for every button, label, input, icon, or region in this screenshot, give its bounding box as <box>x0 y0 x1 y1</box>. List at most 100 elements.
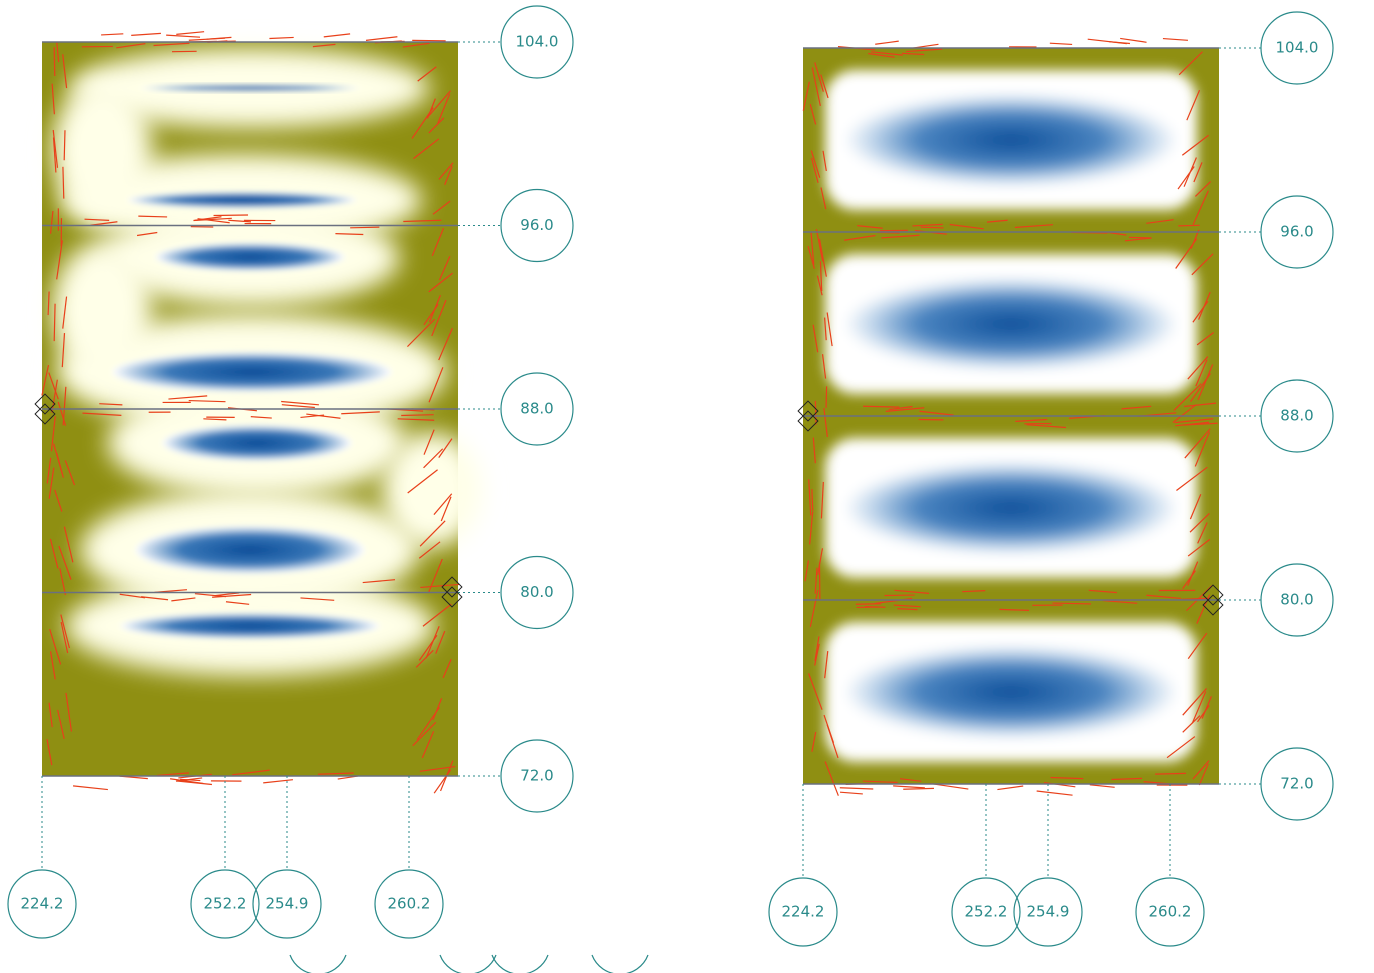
vector <box>821 354 827 379</box>
contour-core <box>843 645 1179 739</box>
vector <box>119 593 146 599</box>
vector <box>312 43 336 48</box>
vector <box>810 231 815 265</box>
vector <box>1128 236 1152 239</box>
vector <box>433 493 453 516</box>
vector <box>48 467 55 499</box>
grid-column-label: 224.2 <box>21 895 64 913</box>
grid-row-label: 96.0 <box>1280 223 1313 241</box>
vector <box>62 296 68 329</box>
vector <box>1192 760 1210 780</box>
vector <box>101 33 124 36</box>
vector <box>65 692 73 732</box>
vector <box>1089 784 1115 788</box>
vector <box>431 227 445 257</box>
vector <box>188 399 226 403</box>
vector <box>811 489 814 511</box>
vector <box>885 407 925 412</box>
vector <box>428 367 444 403</box>
vector <box>60 614 70 649</box>
grid-column-label: 252.2 <box>204 895 247 913</box>
vector <box>1184 428 1211 459</box>
vector <box>341 411 380 415</box>
panel: 104.0 96.0 88.0 80.0 72.0 224.2 252.2 254.9 260.… <box>7 5 574 939</box>
vector <box>1197 364 1214 401</box>
vector <box>51 379 58 413</box>
vector <box>893 604 921 608</box>
vector <box>431 299 447 337</box>
contour-core <box>112 352 392 392</box>
vector <box>902 52 925 56</box>
vector <box>807 245 815 269</box>
bubble-edge <box>491 954 549 973</box>
vector <box>90 221 118 226</box>
grid-bubble <box>1260 747 1334 821</box>
vector <box>269 36 294 40</box>
vector <box>138 215 168 218</box>
vector <box>62 54 68 89</box>
vector <box>53 443 64 478</box>
vector <box>141 596 169 601</box>
vector <box>62 166 65 199</box>
vector <box>440 496 452 522</box>
contour-core <box>843 461 1179 555</box>
vector <box>63 526 74 563</box>
vector <box>1146 594 1182 600</box>
vector <box>300 597 335 601</box>
vector <box>1187 356 1209 380</box>
vector <box>214 592 240 597</box>
grid-bubble <box>951 877 1021 947</box>
vector <box>60 621 69 654</box>
vector <box>421 731 435 759</box>
vector <box>402 42 430 48</box>
vector <box>1036 790 1073 796</box>
grid-column-label: 252.2 <box>965 903 1008 921</box>
vector <box>365 36 398 41</box>
vector <box>839 787 874 790</box>
vector <box>1197 522 1208 544</box>
contour-layer: 104.0 96.0 88.0 80.0 72.0 224.2 252.2 254.9 260.… <box>7 5 1334 947</box>
vector <box>1194 181 1212 197</box>
vector <box>47 291 50 316</box>
vector <box>899 778 922 782</box>
contour-core <box>843 277 1179 371</box>
vector <box>1190 229 1200 249</box>
vector <box>1178 51 1203 76</box>
vector <box>193 217 232 222</box>
vector <box>1121 405 1152 410</box>
vector <box>912 223 943 227</box>
vector <box>818 238 827 277</box>
vector <box>817 548 824 575</box>
vector <box>428 558 443 593</box>
vector <box>99 403 123 406</box>
vector <box>335 233 364 236</box>
vector <box>871 51 904 56</box>
vector <box>1189 494 1202 520</box>
vector <box>1191 691 1207 724</box>
vector <box>156 772 189 777</box>
contour-core <box>140 85 360 91</box>
grid-column-label: 254.9 <box>266 895 309 913</box>
vector <box>57 709 65 739</box>
grid-row-label: 104.0 <box>516 33 559 51</box>
vector <box>232 769 270 776</box>
vector <box>62 386 67 426</box>
vector <box>1184 402 1217 408</box>
vector <box>52 129 59 168</box>
vector <box>920 226 944 229</box>
grid-bubble <box>500 188 574 263</box>
grid-bubble <box>500 555 574 630</box>
vector <box>317 772 354 775</box>
vector <box>423 429 435 455</box>
vector <box>1146 219 1174 224</box>
contour-core <box>843 93 1179 187</box>
vector <box>61 333 66 368</box>
vector <box>419 520 446 547</box>
vector <box>407 318 435 348</box>
vector <box>412 39 446 42</box>
vector <box>428 90 451 117</box>
vector <box>1193 162 1203 183</box>
vector <box>814 643 820 666</box>
grid-bubble <box>1013 877 1083 947</box>
